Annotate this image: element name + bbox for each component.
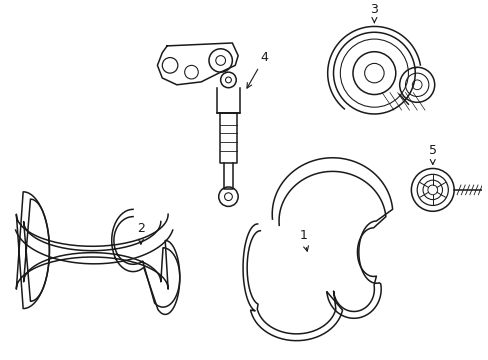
Text: 4: 4 [246, 51, 268, 88]
Text: 3: 3 [370, 3, 378, 23]
Text: 2: 2 [137, 222, 144, 244]
Text: 5: 5 [428, 144, 436, 165]
Text: 1: 1 [299, 229, 308, 251]
